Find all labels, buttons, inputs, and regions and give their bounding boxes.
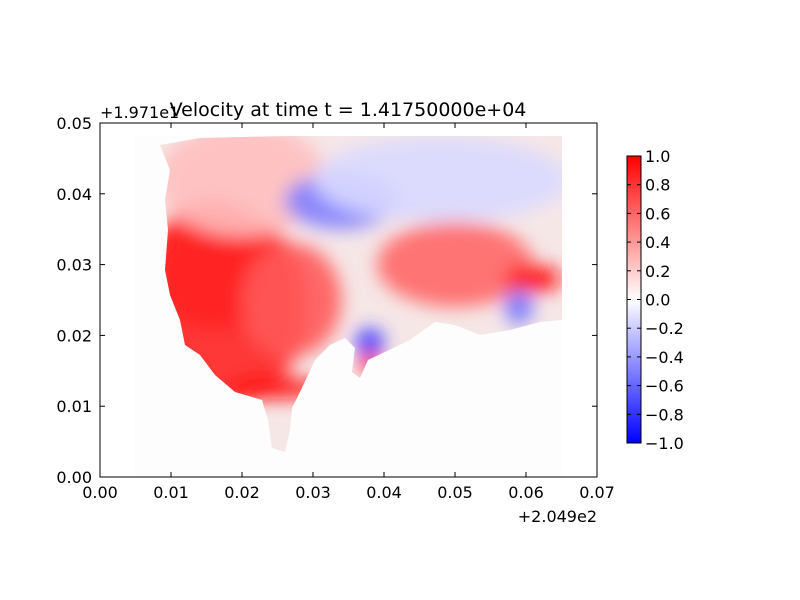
x-tick-label: 0.05 — [437, 483, 473, 502]
x-tick-label: 0.00 — [82, 483, 118, 502]
colorbar-tick-label: 0.8 — [645, 176, 670, 195]
colorbar-tick-label: 0.4 — [645, 233, 670, 252]
x-tick-label: 0.04 — [366, 483, 402, 502]
velocity-region-8 — [504, 264, 562, 293]
y-tick-label: 0.03 — [56, 256, 92, 275]
velocity-regions — [160, 136, 562, 407]
y-tick-label: 0.02 — [56, 326, 92, 345]
velocity-region-7 — [376, 222, 534, 308]
x-offset-label: +2.049e2 — [518, 507, 597, 526]
colorbar-tick-label: −0.2 — [645, 319, 684, 338]
plot-frame — [99, 122, 598, 478]
y-tick-label: 0.01 — [56, 397, 92, 416]
x-tick-label: 0.06 — [508, 483, 544, 502]
x-tick-label: 0.07 — [579, 483, 615, 502]
velocity-region-9 — [504, 289, 534, 325]
y-offset-label: +1.971e1 — [100, 103, 179, 122]
x-tick-label: 0.01 — [153, 483, 189, 502]
y-tick-label: 0.05 — [56, 114, 92, 133]
colorbar-tick-label: 1.0 — [645, 147, 670, 166]
velocity-region-2 — [160, 136, 328, 237]
x-tick-label: 0.02 — [224, 483, 260, 502]
x-axis-ticks: 0.00 0.01 0.02 0.03 0.04 0.05 0.06 0.07 — [82, 123, 615, 502]
chart-title: Velocity at time t = 1.41750000e+04 — [170, 99, 527, 121]
heatmap-field — [160, 136, 562, 452]
velocity-region-10 — [355, 328, 384, 357]
x-tick-label: 0.03 — [295, 483, 331, 502]
y-axis-ticks: 0.00 0.01 0.02 0.03 0.04 0.05 — [56, 114, 597, 487]
y-tick-label: 0.00 — [56, 468, 92, 487]
velocity-region-6 — [313, 137, 562, 223]
colorbar-ticks: 1.0 0.8 0.6 0.4 0.2 0.0 −0.2 −0.4 −0.6 −0.8 −1.0 — [627, 147, 684, 453]
y-tick-label: 0.04 — [56, 185, 92, 204]
colorbar-tick-label: −0.6 — [645, 377, 684, 396]
colorbar-tick-label: −1.0 — [645, 434, 684, 453]
colorbar-tick-label: −0.4 — [645, 348, 684, 367]
colorbar-tick-label: 0.2 — [645, 262, 670, 281]
colorbar-tick-label: 0.6 — [645, 204, 670, 223]
colorbar-tick-label: 0.0 — [645, 291, 670, 310]
colorbar-tick-label: −0.8 — [645, 405, 684, 424]
velocity-region-3 — [242, 243, 342, 357]
